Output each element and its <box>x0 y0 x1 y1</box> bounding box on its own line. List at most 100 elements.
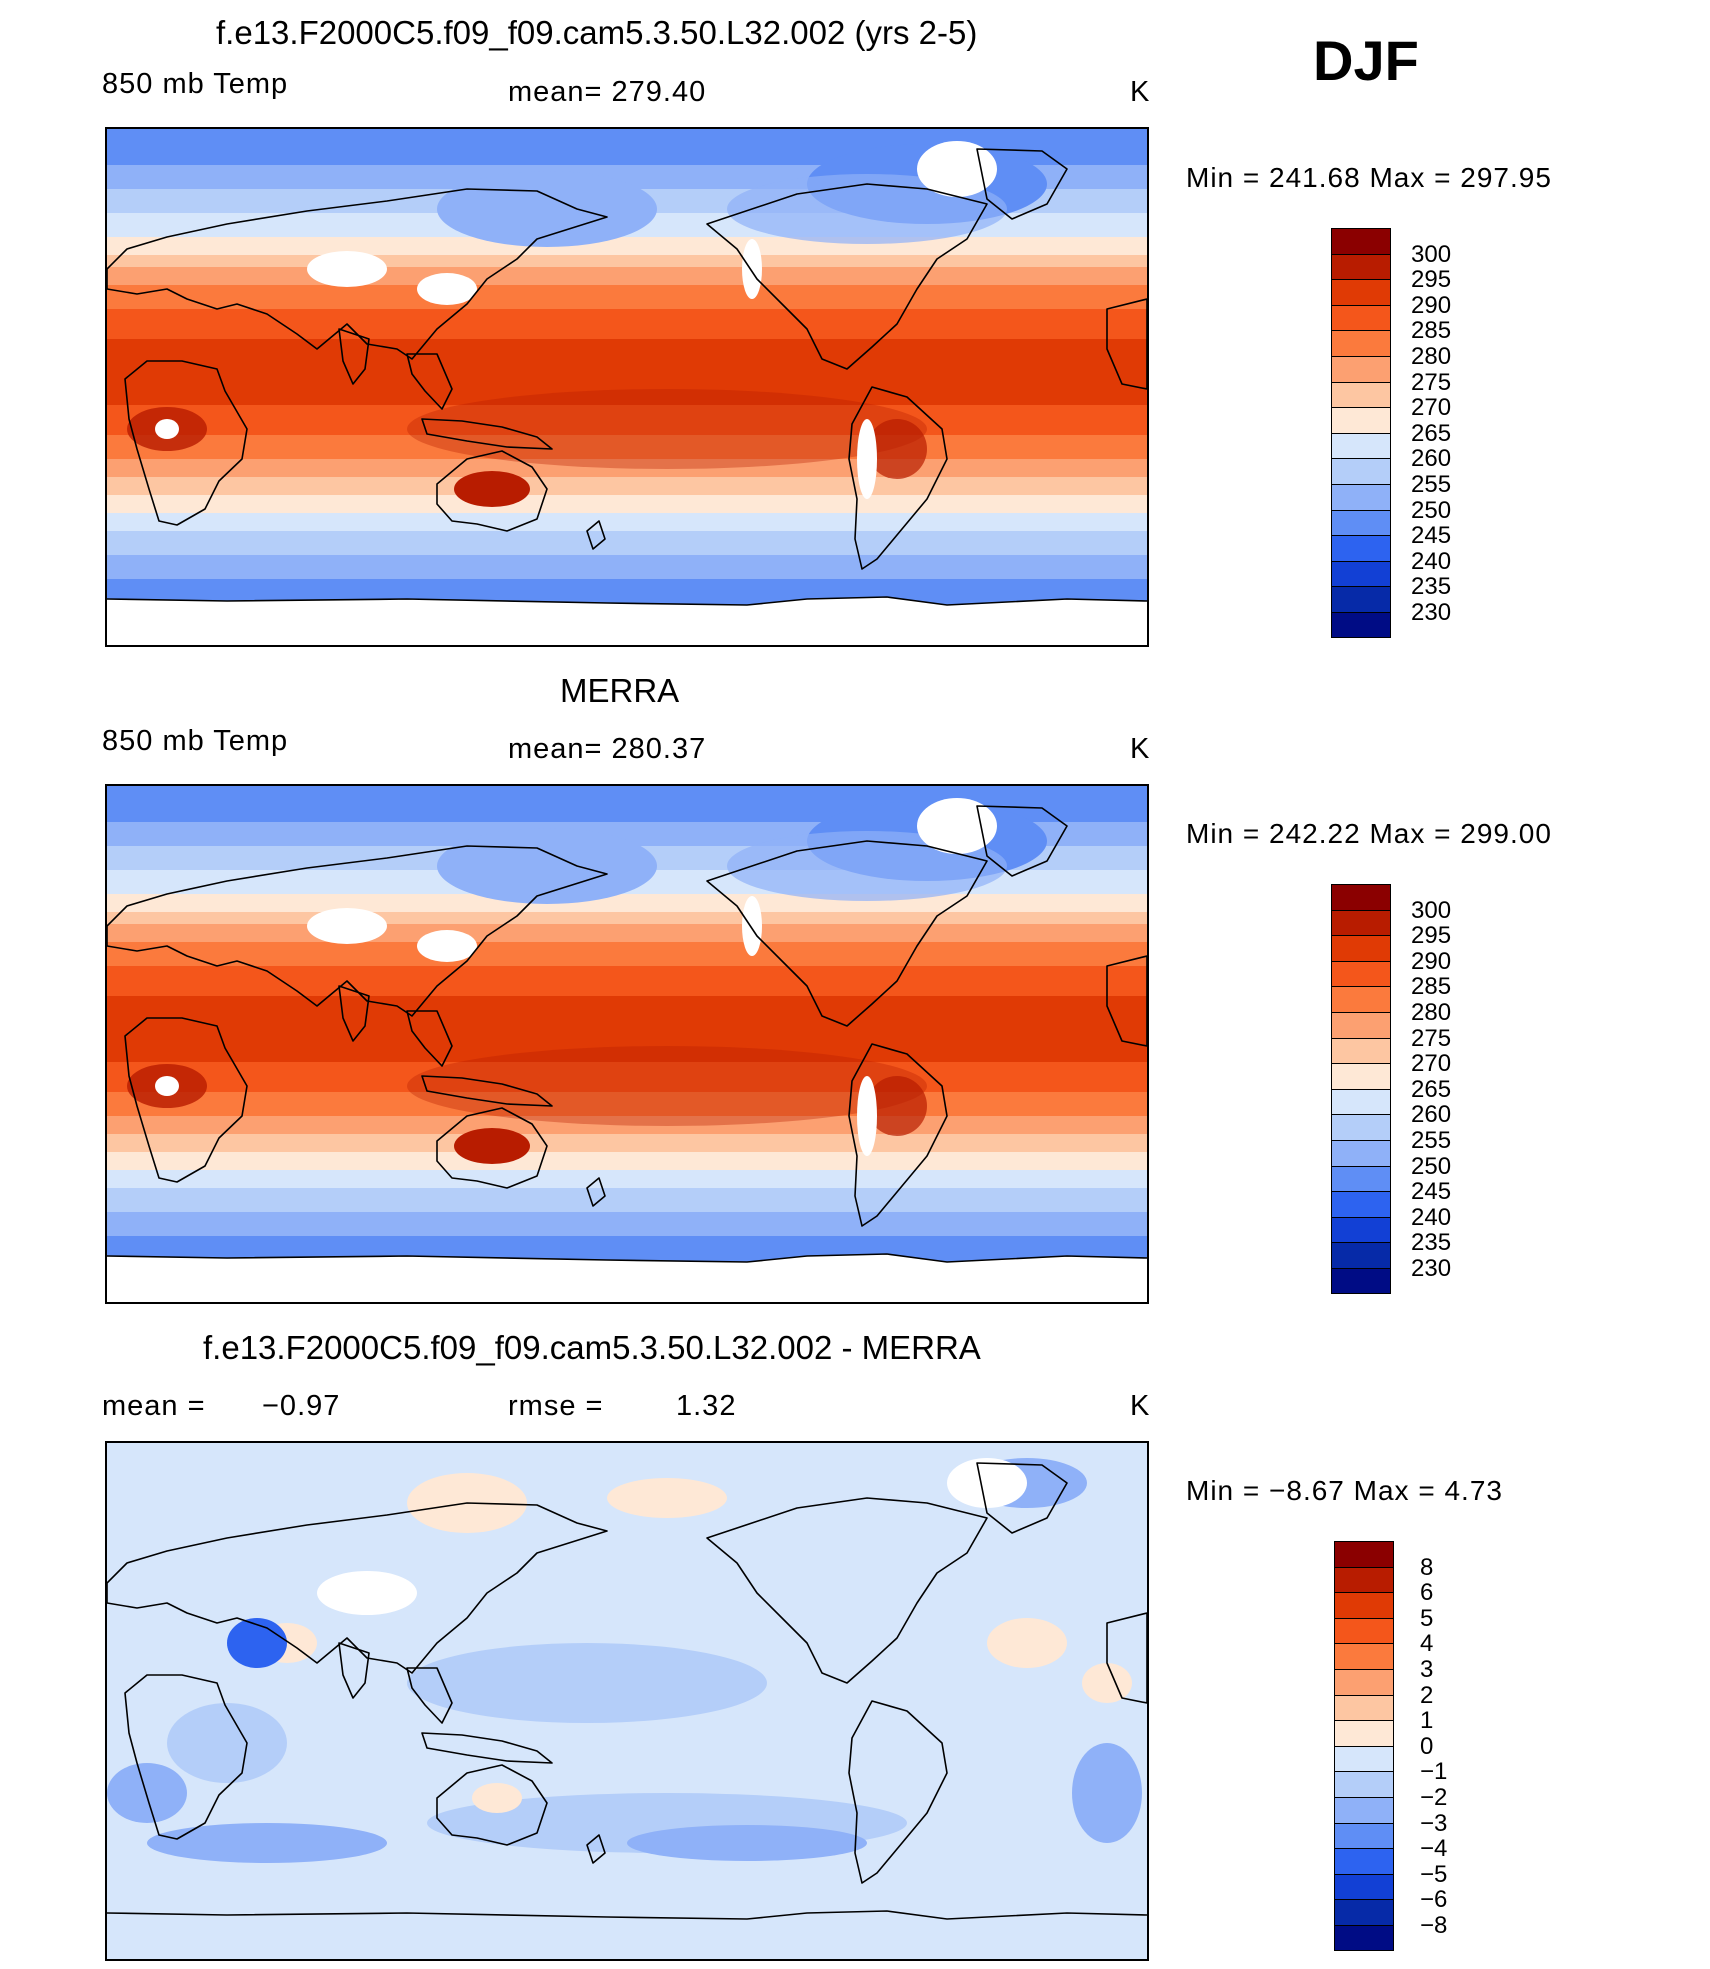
panel3-colorbar-tick-label: −5 <box>1420 1860 1448 1888</box>
panel1-colorbar-tick-label: 230 <box>1411 599 1452 626</box>
coastline-eurasia <box>107 188 608 360</box>
temperature-band <box>107 1086 1147 1093</box>
panel3-colorbar-tick-label: 8 <box>1420 1553 1434 1581</box>
temperature-band <box>107 924 1147 931</box>
temperature-band <box>107 423 1147 430</box>
positive-bias-region <box>987 1618 1067 1668</box>
coastline-india <box>338 1642 370 1699</box>
temperature-band <box>107 363 1147 370</box>
panel1-units: K <box>1130 76 1151 108</box>
terrain-mask <box>742 896 762 956</box>
temperature-band <box>107 810 1147 817</box>
temperature-band <box>107 1212 1147 1219</box>
temperature-band <box>107 1116 1147 1123</box>
coastline-india <box>338 328 370 385</box>
panel1-colorbar-swatch <box>1331 611 1391 638</box>
panel2-colorbar-swatch <box>1331 909 1391 936</box>
temperature-band <box>107 513 1147 520</box>
panel3-colorbar-tick-label: −3 <box>1420 1809 1448 1837</box>
panel2-colorbar-tick-label: 270 <box>1411 1050 1452 1078</box>
coastline-namerica <box>706 183 988 370</box>
temperature-band <box>107 1056 1147 1063</box>
coastline-indonesia <box>421 1732 553 1764</box>
panel2-colorbar-tick-label: 230 <box>1411 1255 1452 1282</box>
panel3-colorbar-swatch <box>1334 1771 1394 1797</box>
coastline-africa <box>124 1674 248 1840</box>
panel1-colorbar-tick-label: 260 <box>1411 445 1452 473</box>
temperature-band <box>107 1074 1147 1081</box>
panel2-colorbar-tick-label: 260 <box>1411 1101 1452 1129</box>
panel3-units: K <box>1130 1390 1151 1422</box>
coastline-indonesia <box>421 418 553 450</box>
coastline-samerica <box>848 386 948 570</box>
panel3-colorbar-tick-label: −1 <box>1420 1758 1448 1786</box>
positive-bias-region <box>472 1783 522 1813</box>
panel2-colorbar-tick-label: 275 <box>1411 1024 1452 1052</box>
coastline-antarctica <box>107 1253 1147 1263</box>
panel3-colorbar-tick-label: 5 <box>1420 1604 1434 1632</box>
temperature-band <box>107 585 1147 592</box>
panel1-colorbar-tick-label: 295 <box>1411 266 1452 294</box>
temperature-band <box>107 303 1147 310</box>
positive-bias-region <box>1082 1663 1132 1703</box>
terrain-mask <box>917 798 997 854</box>
temperature-band <box>107 537 1147 544</box>
panel3-colorbar-swatch <box>1334 1617 1394 1644</box>
panel2-mean-label: mean= 280.37 <box>508 733 707 765</box>
antarctica-masked <box>107 1254 1147 1302</box>
temperature-band <box>107 501 1147 508</box>
terrain-mask <box>857 419 877 499</box>
panel1-colorbar-swatch <box>1331 535 1391 561</box>
panel1-colorbar-swatch <box>1331 253 1391 280</box>
coastline-greenland <box>976 148 1068 220</box>
panel1-colorbar-swatch <box>1331 509 1391 536</box>
temperature-band <box>107 1230 1147 1237</box>
terrain-mask <box>742 239 762 299</box>
panel2-variable-label: 850 mb Temp <box>102 725 289 757</box>
temperature-band <box>107 960 1147 967</box>
panel2-colorbar-tick-label: 255 <box>1411 1127 1452 1154</box>
panel3-rmse-value: 1.32 <box>676 1390 737 1422</box>
coastline-africa <box>124 360 248 526</box>
temperature-band <box>107 1008 1147 1015</box>
temperature-band <box>107 1050 1147 1057</box>
panel1-colorbar-tick-label: 300 <box>1411 240 1452 268</box>
panel2-colorbar-swatch <box>1331 1011 1391 1038</box>
temperature-band <box>107 966 1147 973</box>
temperature-band <box>107 405 1147 412</box>
panel2-colorbar-tick-label: 285 <box>1411 973 1452 1001</box>
temperature-band <box>107 279 1147 286</box>
panel1-minmax: Min = 241.68 Max = 297.95 <box>1186 162 1552 193</box>
panel2-colorbar-tick-label: 280 <box>1411 999 1452 1026</box>
temperature-band <box>107 147 1147 154</box>
temperature-band <box>107 315 1147 322</box>
panel1-colorbar-tick-label: 270 <box>1411 394 1452 422</box>
temperature-band <box>107 171 1147 178</box>
panel1-colorbar-tick-label: 280 <box>1411 343 1452 370</box>
temperature-band <box>107 990 1147 997</box>
temperature-band <box>107 465 1147 472</box>
coastline-antarctica <box>107 1910 1147 1920</box>
temperature-band <box>107 351 1147 358</box>
panel2-colorbar-swatch <box>1331 1242 1391 1268</box>
coastline-seasia <box>406 1667 453 1724</box>
hot-core-australia <box>454 471 530 507</box>
terrain-mask <box>947 1458 1027 1508</box>
coastline-antarctica <box>107 596 1147 606</box>
panel3-colorbar-swatch <box>1334 1899 1394 1925</box>
coastline-india <box>338 985 370 1042</box>
panel1-colorbar-tick-label: 290 <box>1411 291 1452 319</box>
negative-bias-region <box>407 1643 767 1723</box>
temperature-band <box>107 1218 1147 1225</box>
temperature-band <box>107 1068 1147 1075</box>
negative-bias-region <box>167 1703 287 1783</box>
temperature-band <box>107 1062 1147 1069</box>
coastline-samerica <box>848 1700 948 1884</box>
temperature-band <box>107 918 1147 925</box>
temperature-band <box>107 549 1147 556</box>
temperature-band <box>107 141 1147 148</box>
temperature-band <box>107 1104 1147 1111</box>
temperature-band <box>107 519 1147 526</box>
panel2-colorbar <box>1331 884 1391 1294</box>
panel3-mean-value: −0.97 <box>262 1390 341 1422</box>
